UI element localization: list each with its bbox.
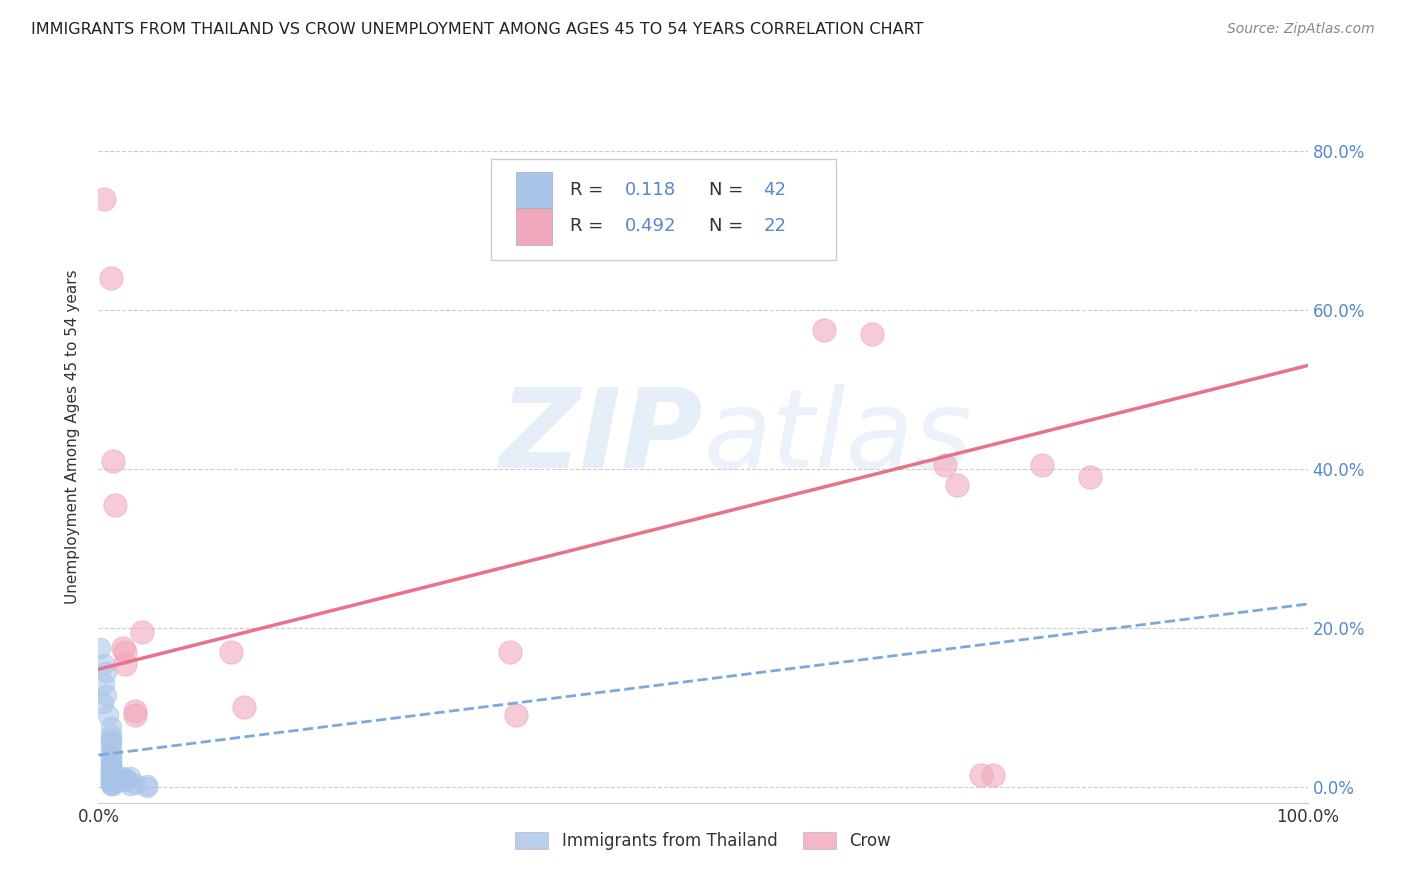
Point [100, 767, 122, 781]
Point [118, 770, 141, 784]
Point [100, 732, 122, 747]
Point [135, 780, 157, 794]
Point [981, 768, 1004, 782]
Point [232, 700, 254, 714]
Text: 0.118: 0.118 [624, 181, 675, 199]
Point [114, 657, 136, 671]
Point [131, 624, 153, 639]
Point [111, 770, 134, 784]
Point [498, 645, 520, 659]
Point [100, 756, 122, 770]
Text: ZIP: ZIP [499, 384, 703, 491]
Point [505, 708, 527, 723]
Point [94, 665, 117, 679]
Point [114, 645, 136, 659]
Legend: Immigrants from Thailand, Crow: Immigrants from Thailand, Crow [509, 825, 897, 856]
Point [100, 741, 122, 756]
Point [114, 773, 136, 788]
FancyBboxPatch shape [516, 171, 551, 208]
Point [100, 769, 122, 783]
Point [91, 697, 114, 711]
Text: 0.492: 0.492 [624, 218, 676, 235]
Point [93, 657, 115, 671]
Point [108, 772, 131, 786]
Text: R =: R = [569, 181, 609, 199]
FancyBboxPatch shape [516, 208, 551, 244]
Y-axis label: Unemployment Among Ages 45 to 54 years: Unemployment Among Ages 45 to 54 years [65, 269, 80, 605]
Text: atlas: atlas [703, 384, 972, 491]
Point [100, 763, 122, 777]
Text: IMMIGRANTS FROM THAILAND VS CROW UNEMPLOYMENT AMONG AGES 45 TO 54 YEARS CORRELAT: IMMIGRANTS FROM THAILAND VS CROW UNEMPLO… [31, 22, 924, 37]
Point [124, 777, 146, 791]
Point [934, 458, 956, 472]
Point [100, 772, 122, 786]
Point [101, 778, 124, 792]
Point [117, 772, 139, 786]
Point [970, 768, 993, 782]
Point [100, 777, 122, 791]
Point [97, 708, 120, 723]
Text: 22: 22 [763, 218, 786, 235]
Point [101, 454, 124, 468]
Point [1031, 458, 1053, 472]
Point [104, 498, 127, 512]
Point [100, 773, 122, 788]
FancyBboxPatch shape [492, 159, 837, 260]
Point [107, 773, 129, 788]
Point [104, 775, 127, 789]
Point [100, 271, 122, 285]
Point [100, 765, 122, 780]
Point [93, 676, 115, 690]
Point [100, 757, 122, 772]
Point [135, 778, 157, 792]
Point [124, 708, 146, 723]
Point [100, 747, 122, 761]
Point [813, 323, 835, 337]
Point [114, 772, 136, 786]
Point [100, 775, 122, 789]
Point [100, 749, 122, 764]
Text: Source: ZipAtlas.com: Source: ZipAtlas.com [1227, 22, 1375, 37]
Point [100, 753, 122, 767]
Point [946, 477, 969, 491]
Text: N =: N = [709, 218, 749, 235]
Text: N =: N = [709, 181, 749, 199]
Point [1078, 470, 1101, 484]
Point [100, 720, 122, 734]
Point [124, 705, 146, 719]
Point [89, 640, 111, 655]
Point [860, 326, 883, 341]
Point [111, 640, 134, 655]
Point [100, 778, 122, 792]
Point [100, 736, 122, 750]
Text: R =: R = [569, 218, 609, 235]
Point [100, 764, 122, 778]
Point [93, 192, 115, 206]
Point [100, 728, 122, 742]
Point [100, 760, 122, 774]
Point [118, 778, 141, 792]
Text: 42: 42 [763, 181, 786, 199]
Point [100, 770, 122, 784]
Point [221, 645, 243, 659]
Point [94, 689, 117, 703]
